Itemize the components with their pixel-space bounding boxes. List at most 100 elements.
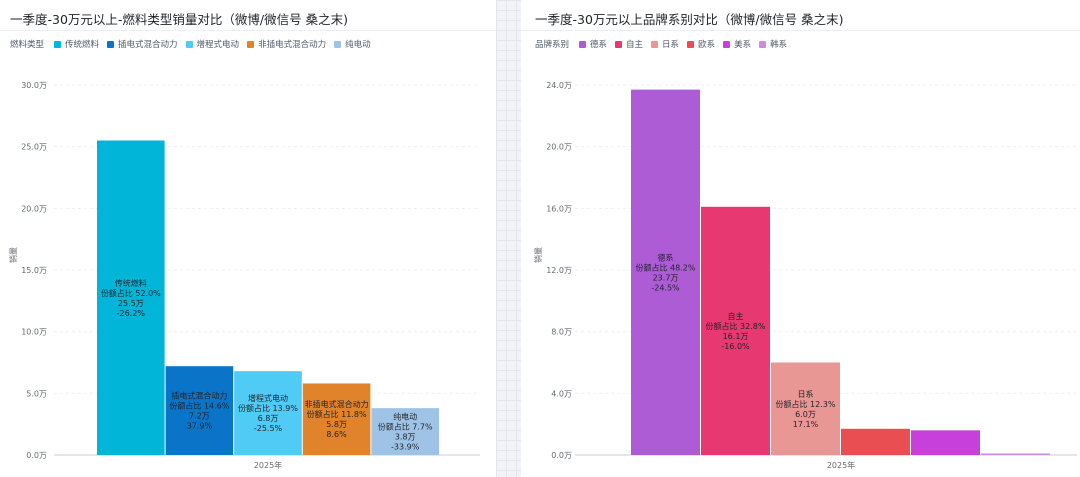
- legend-swatch: [185, 40, 193, 48]
- canvas-gap: [496, 0, 521, 477]
- chart-legend: 燃料类型 传统燃料 插电式混合动力 增程式电动 非插电式混合动力 纯电动: [10, 37, 379, 51]
- legend-item-series-0[interactable]: 德系: [579, 38, 607, 50]
- y-axis-label: 销量: [8, 247, 18, 263]
- legend-swatch: [651, 40, 659, 48]
- legend-item-series-0[interactable]: 传统燃料: [54, 38, 99, 50]
- legend-label: 传统燃料: [65, 40, 100, 50]
- legend-item-series-3[interactable]: 欧系: [687, 38, 715, 50]
- legend-label: 非插电式混合动力: [258, 40, 327, 50]
- y-tick-label: 0.0万: [551, 451, 572, 460]
- bar-data-label: 份额占比 13.9%: [238, 403, 298, 413]
- bar-data-label: 8.6%: [326, 430, 347, 439]
- brand-origin-chart-panel: 一季度-30万元以上品牌系别对比（微博/微信号 桑之末) 品牌系别 德系 自主 日系…: [521, 0, 1080, 477]
- y-tick-label: 5.0万: [26, 389, 47, 398]
- legend-label: 欧系: [698, 40, 716, 50]
- bar-data-label: 插电式混合动力: [171, 391, 227, 401]
- legend-label: 自主: [626, 40, 644, 50]
- legend-label: 插电式混合动力: [118, 40, 178, 50]
- chart-title: 一季度-30万元以上-燃料类型销量对比（微博/微信号 桑之末): [10, 12, 348, 27]
- bar-data-label: 16.1万: [723, 332, 749, 341]
- bar-data-label: 份额占比 7.7%: [378, 422, 433, 432]
- legend-item-series-4[interactable]: 美系: [723, 38, 751, 50]
- legend-swatch: [579, 40, 587, 48]
- fuel-type-chart-panel: 一季度-30万元以上-燃料类型销量对比（微博/微信号 桑之末) 燃料类型 传统燃…: [0, 0, 496, 477]
- bar-data-label: 日系: [798, 389, 814, 399]
- chart-legend: 品牌系别 德系 自主 日系 欧系 美系 韩系: [535, 37, 795, 51]
- bar-series-1[interactable]: [701, 206, 770, 455]
- bar-data-label: -24.5%: [651, 283, 680, 292]
- legend-swatch: [334, 40, 342, 48]
- bar-data-label: -16.0%: [721, 342, 750, 351]
- chart-title: 一季度-30万元以上品牌系别对比（微博/微信号 桑之末): [535, 12, 844, 27]
- bar-data-label: 份额占比 11.8%: [307, 409, 367, 419]
- y-axis-label: 销量: [533, 247, 543, 263]
- legend-label: 德系: [590, 40, 608, 50]
- bar-data-label: 增程式电动: [248, 393, 288, 403]
- bar-series-2[interactable]: [234, 371, 302, 455]
- y-tick-label: 20.0万: [546, 143, 572, 152]
- y-tick-label: 24.0万: [546, 81, 572, 90]
- bar-data-label: 份额占比 52.0%: [101, 288, 161, 298]
- bar-data-label: 17.1%: [793, 420, 819, 429]
- bar-series-3[interactable]: [302, 383, 371, 455]
- bar-data-label: 5.8万: [326, 420, 347, 429]
- y-tick-label: 0.0万: [26, 451, 47, 460]
- y-tick-label: 10.0万: [21, 328, 47, 337]
- y-tick-label: 4.0万: [551, 389, 572, 398]
- bar-series-2[interactable]: [771, 362, 840, 456]
- legend-swatch: [759, 40, 767, 48]
- bar-data-label: 德系: [658, 252, 674, 262]
- legend-swatch: [615, 40, 623, 48]
- bar-series-5[interactable]: [981, 453, 1050, 455]
- legend-items: 德系 自主 日系 欧系 美系 韩系: [579, 38, 795, 50]
- bar-data-label: 纯电动: [393, 412, 417, 422]
- y-tick-label: 20.0万: [21, 204, 47, 213]
- legend-label: 增程式电动: [196, 40, 240, 50]
- legend-items: 传统燃料 插电式混合动力 增程式电动 非插电式混合动力 纯电动: [54, 38, 379, 50]
- x-category-label: 2025年: [254, 460, 282, 470]
- bar-series-1[interactable]: [165, 366, 234, 455]
- legend-swatch: [54, 40, 62, 48]
- legend-item-series-1[interactable]: 自主: [615, 38, 643, 50]
- bar-data-label: 传统燃料: [115, 278, 147, 288]
- legend-label: 日系: [662, 40, 680, 50]
- legend-item-series-2[interactable]: 日系: [651, 38, 679, 50]
- bar-data-label: -26.2%: [117, 309, 146, 318]
- bar-data-label: 份额占比 14.6%: [169, 401, 229, 411]
- bar-data-label: 6.8万: [258, 414, 279, 423]
- bar-data-label: 7.2万: [189, 412, 210, 421]
- bar-data-label: 37.9%: [187, 422, 213, 431]
- y-tick-label: 25.0万: [21, 143, 47, 152]
- bar-data-label: 6.0万: [795, 410, 816, 419]
- bar-data-label: 份额占比 32.8%: [706, 321, 766, 331]
- legend-swatch: [107, 40, 115, 48]
- bar-data-label: 23.7万: [653, 273, 679, 282]
- legend-swatch: [687, 40, 695, 48]
- bar-series-0[interactable]: [631, 89, 700, 455]
- bar-data-label: 3.8万: [395, 433, 416, 442]
- legend-label: 纯电动: [345, 40, 371, 50]
- bar-series-0[interactable]: [97, 140, 165, 456]
- bar-series-4[interactable]: [911, 430, 980, 455]
- legend-item-series-4[interactable]: 纯电动: [334, 38, 371, 50]
- y-tick-label: 12.0万: [546, 266, 572, 275]
- legend-item-series-5[interactable]: 韩系: [759, 38, 787, 50]
- bar-data-label: 25.5万: [118, 299, 144, 308]
- legend-item-series-1[interactable]: 插电式混合动力: [107, 38, 178, 50]
- bar-data-label: -25.5%: [254, 424, 283, 433]
- title-divider: [521, 30, 1080, 31]
- legend-item-series-3[interactable]: 非插电式混合动力: [247, 38, 326, 50]
- y-tick-label: 30.0万: [21, 81, 47, 90]
- y-tick-label: 8.0万: [551, 328, 572, 337]
- legend-swatch: [723, 40, 731, 48]
- bar-series-4[interactable]: [371, 408, 439, 455]
- bar-series-3[interactable]: [841, 428, 910, 455]
- title-divider: [0, 30, 496, 31]
- legend-swatch: [247, 40, 255, 48]
- legend-label: 美系: [734, 40, 752, 50]
- legend-item-series-2[interactable]: 增程式电动: [185, 38, 240, 50]
- bar-data-label: 份额占比 12.3%: [776, 399, 836, 409]
- bar-data-label: 非插电式混合动力: [305, 399, 369, 409]
